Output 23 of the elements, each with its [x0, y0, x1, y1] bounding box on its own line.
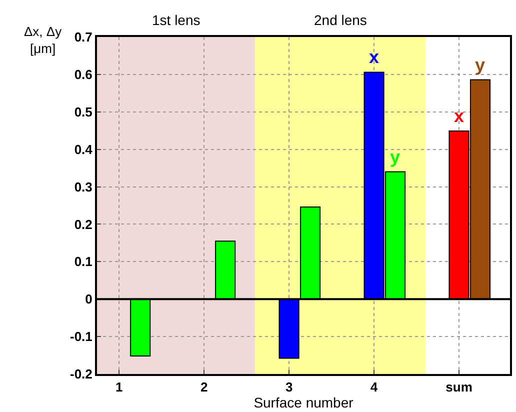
y-tick-label: 0.4	[74, 142, 94, 157]
y-tick-label: -0.2	[70, 366, 92, 382]
y-axis-title: Δx, Δy [μm]	[24, 24, 62, 56]
x-tick-label: 4	[370, 380, 378, 395]
band-label: 1st lens	[152, 12, 200, 28]
annotation: x	[454, 106, 464, 126]
y-tick-label: 0.3	[74, 179, 92, 194]
y-tick-label: -0.1	[70, 329, 92, 344]
band-label: 2nd lens	[314, 12, 367, 28]
y-tick-label: 0.7	[74, 30, 92, 45]
y-tick-label: 0.6	[74, 66, 92, 82]
x-tick-label: 2	[200, 380, 208, 395]
annotation: y	[390, 147, 400, 167]
y-tick-label: 0.2	[74, 216, 92, 232]
annotation: y	[475, 55, 486, 75]
annotation: x	[369, 47, 380, 67]
y-tick-label: 0.1	[74, 254, 92, 270]
y-tick-label: 0.5	[74, 104, 92, 120]
y-tick-label: 0	[85, 292, 92, 307]
x-axis-title: Surface number	[254, 394, 354, 411]
x-tick-label: 3	[285, 380, 293, 395]
x-tick-label: 1	[115, 380, 123, 395]
x-tick-label: sum	[446, 380, 472, 395]
